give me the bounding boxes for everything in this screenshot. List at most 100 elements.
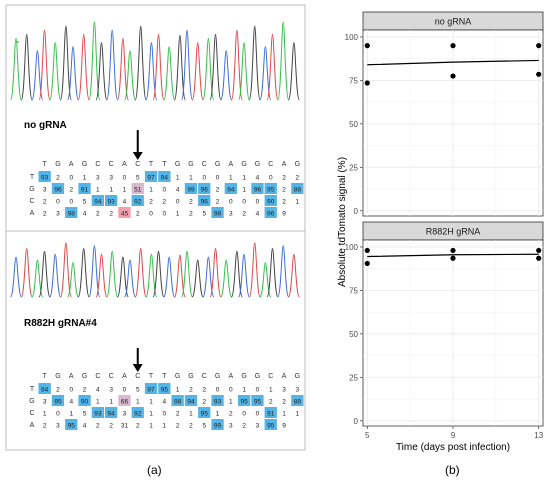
cell-value: 95: [161, 387, 169, 394]
cell-value: 94: [187, 399, 195, 406]
chromatogram-peak: [266, 248, 279, 298]
chromatogram-peak: [38, 250, 51, 298]
cell-value: 2: [149, 199, 153, 206]
cell-value: 2: [242, 423, 246, 430]
facet: no gRNA 0 25 50 75 100: [345, 11, 544, 217]
chromatogram-peak: [202, 37, 215, 101]
cell-highlight: [211, 395, 224, 406]
chromatogram-peak: [31, 259, 44, 298]
chromatogram-peak: [59, 25, 72, 101]
cell-value: 90: [267, 199, 275, 206]
cell-value: 0: [123, 175, 127, 182]
y-tick-label: 50: [349, 330, 358, 339]
cell-value: 66: [121, 399, 129, 406]
chromatogram-peak: [287, 42, 300, 101]
y-tick-label: 75: [349, 76, 358, 85]
sequence-base: C: [202, 373, 207, 380]
cell-value: 1: [149, 423, 153, 430]
cell-highlight: [131, 183, 144, 194]
data-point: [364, 260, 370, 267]
cell-value: 3: [109, 387, 113, 394]
sequence-base: G: [295, 373, 300, 380]
sequence-base: C: [95, 373, 100, 380]
cell-value: 0: [269, 175, 273, 182]
cell-value: 1: [149, 399, 153, 406]
chromatogram-peak: [145, 253, 158, 298]
cell-value: 94: [161, 175, 169, 182]
cell-value: 95: [54, 399, 62, 406]
cell-value: 97: [147, 175, 155, 182]
data-point: [364, 247, 370, 254]
cell-highlight: [264, 195, 277, 206]
cell-value: 1: [269, 387, 273, 394]
sequence-base: G: [188, 373, 193, 380]
cell-value: 97: [147, 387, 155, 394]
cell-value: 31: [121, 423, 129, 430]
sequence-base: A: [69, 373, 74, 380]
cell-value: 2: [189, 423, 193, 430]
cell-value: 2: [189, 211, 193, 218]
cell-value: 0: [69, 175, 73, 182]
data-point: [536, 71, 542, 77]
chromatogram-peak: [173, 254, 186, 298]
cell-value: 2: [202, 399, 206, 406]
chromatogram-peak: [220, 259, 233, 298]
cell-value: 96: [201, 199, 209, 206]
cell-highlight: [251, 183, 264, 194]
cell-value: 1: [123, 187, 127, 194]
y-tick-label: 0: [354, 417, 359, 426]
cell-value: 95: [254, 399, 262, 406]
sequence-base: G: [215, 161, 220, 168]
chromatogram-peak: [277, 245, 290, 298]
cell-value: 2: [109, 211, 113, 218]
facet-strip-label: no gRNA: [435, 17, 472, 27]
chromatogram-peak: [49, 253, 62, 298]
cell-value: 4: [163, 399, 167, 406]
cell-highlight: [211, 419, 224, 430]
y-tick-label: 25: [349, 163, 358, 172]
cell-highlight: [198, 407, 211, 418]
cell-value: 0: [149, 211, 153, 218]
cell-value: 2: [43, 423, 47, 430]
cell-value: 1: [296, 411, 300, 418]
cell-value: 5: [202, 423, 206, 430]
sequence-base: G: [241, 161, 246, 168]
cell-highlight: [251, 395, 264, 406]
cell-value: 2: [229, 411, 233, 418]
cell-value: 2: [96, 211, 100, 218]
cell-value: 94: [94, 199, 102, 206]
chromatogram-trace: [10, 21, 300, 101]
cell-value: 5: [202, 211, 206, 218]
chromatogram-peak: [191, 259, 204, 298]
cell-highlight: [184, 395, 198, 406]
cell-highlight: [65, 419, 78, 430]
cell-highlight: [264, 183, 277, 194]
cell-highlight: [291, 183, 304, 194]
cell-value: 96: [54, 187, 62, 194]
cell-highlight: [131, 195, 144, 206]
cell-value: 9: [282, 211, 286, 218]
cell-value: 2: [202, 387, 206, 394]
cell-highlight: [144, 171, 158, 182]
cell-value: 1: [242, 187, 246, 194]
cell-highlight: [91, 195, 104, 206]
cell-value: 88: [294, 399, 302, 406]
y-tick-label: 50: [349, 120, 358, 129]
cell-value: 3: [56, 211, 60, 218]
chromatogram-peak: [287, 253, 300, 298]
cell-value: 2: [189, 387, 193, 394]
cell-value: 51: [134, 187, 142, 194]
cell-highlight: [238, 395, 251, 406]
chromatogram-peak: [181, 29, 193, 101]
cell-value: 0: [69, 199, 73, 206]
cell-value: 95: [267, 187, 275, 194]
cell-highlight: [78, 395, 91, 406]
cell-value: 1: [282, 411, 286, 418]
chromatogram-peak: [106, 29, 119, 101]
cell-value: 5: [136, 387, 140, 394]
cell-highlight: [105, 407, 118, 418]
chromatogram-peak: [238, 42, 250, 101]
cell-value: 98: [174, 399, 182, 406]
row-base-label: T: [30, 386, 35, 393]
block-r882h-grna: R882H gRNA#4T G A G C C A C T T G G C G A G G C A GT 94 2 0 2 4 3…: [10, 242, 304, 430]
